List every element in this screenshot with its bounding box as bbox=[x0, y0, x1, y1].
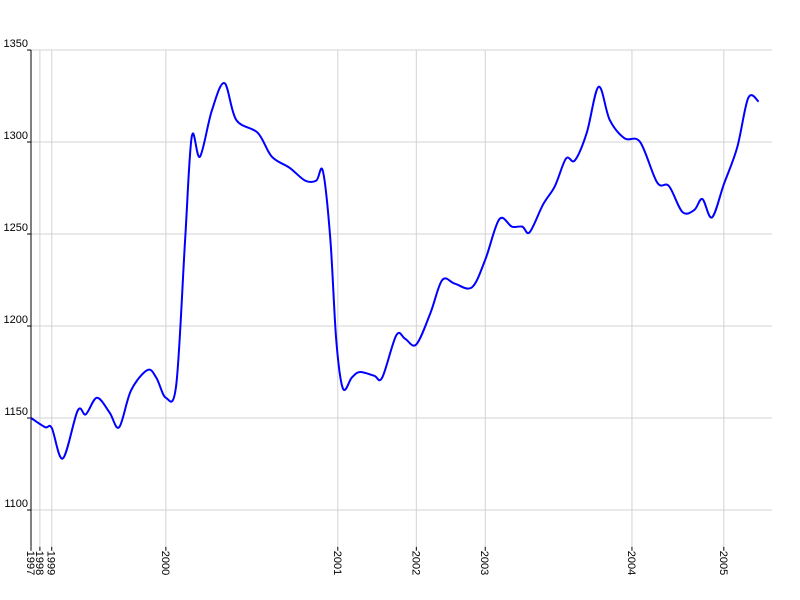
x-tick-label: 2002 bbox=[409, 551, 421, 575]
x-tick-label: 2000 bbox=[159, 551, 171, 575]
y-tick-label: 1200 bbox=[4, 314, 28, 326]
line bbox=[30, 82, 760, 460]
x-tick-label: 2001 bbox=[331, 551, 343, 575]
x-tick-label: 2005 bbox=[717, 551, 729, 575]
y-tick-label: 1300 bbox=[4, 130, 28, 142]
y-tick-label: 1100 bbox=[4, 498, 28, 510]
y-tick-label: 1350 bbox=[4, 38, 28, 50]
x-tick-label: 1997 bbox=[24, 551, 36, 575]
y-tick-label: 1250 bbox=[4, 222, 28, 234]
x-tick-label: 2003 bbox=[478, 551, 490, 575]
x-tick-label: 1998 bbox=[33, 551, 45, 575]
x-tick-label: 1999 bbox=[45, 551, 57, 575]
y-tick-label: 1150 bbox=[4, 406, 28, 418]
x-tick-label: 2004 bbox=[625, 551, 637, 575]
